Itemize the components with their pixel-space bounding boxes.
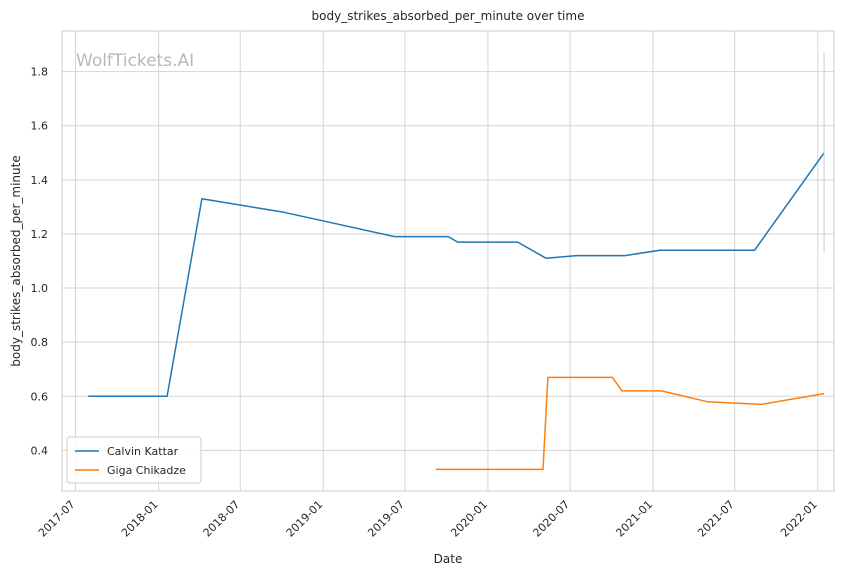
y-tick-label: 0.8 xyxy=(31,336,49,349)
legend-label: Calvin Kattar xyxy=(107,445,179,458)
series-line xyxy=(88,152,825,398)
y-tick-label: 0.6 xyxy=(31,390,49,403)
y-tick-label: 0.4 xyxy=(31,444,49,457)
y-axis-ticks: 0.4 0.6 0.8 1.0 1.2 1.4 1.6 1.8 xyxy=(31,66,49,458)
y-tick-label: 1.0 xyxy=(31,282,49,295)
y-tick-label: 1.2 xyxy=(31,228,49,241)
x-axis-title: Date xyxy=(434,552,463,566)
legend: Calvin Kattar Giga Chikadze xyxy=(66,436,202,484)
series-line xyxy=(435,376,825,471)
plot-area-frame xyxy=(61,30,835,492)
legend-box xyxy=(66,436,202,484)
y-tick-label: 1.8 xyxy=(31,66,49,79)
watermark-text: WolfTickets.AI xyxy=(76,51,194,71)
y-axis-title: body_strikes_absorbed_per_minute xyxy=(9,155,23,366)
y-tick-label: 1.6 xyxy=(31,120,49,133)
legend-label: Giga Chikadze xyxy=(107,464,186,477)
chart-title: body_strikes_absorbed_per_minute over ti… xyxy=(312,9,585,23)
series-layer xyxy=(88,52,825,471)
y-tick-label: 1.4 xyxy=(31,174,49,187)
